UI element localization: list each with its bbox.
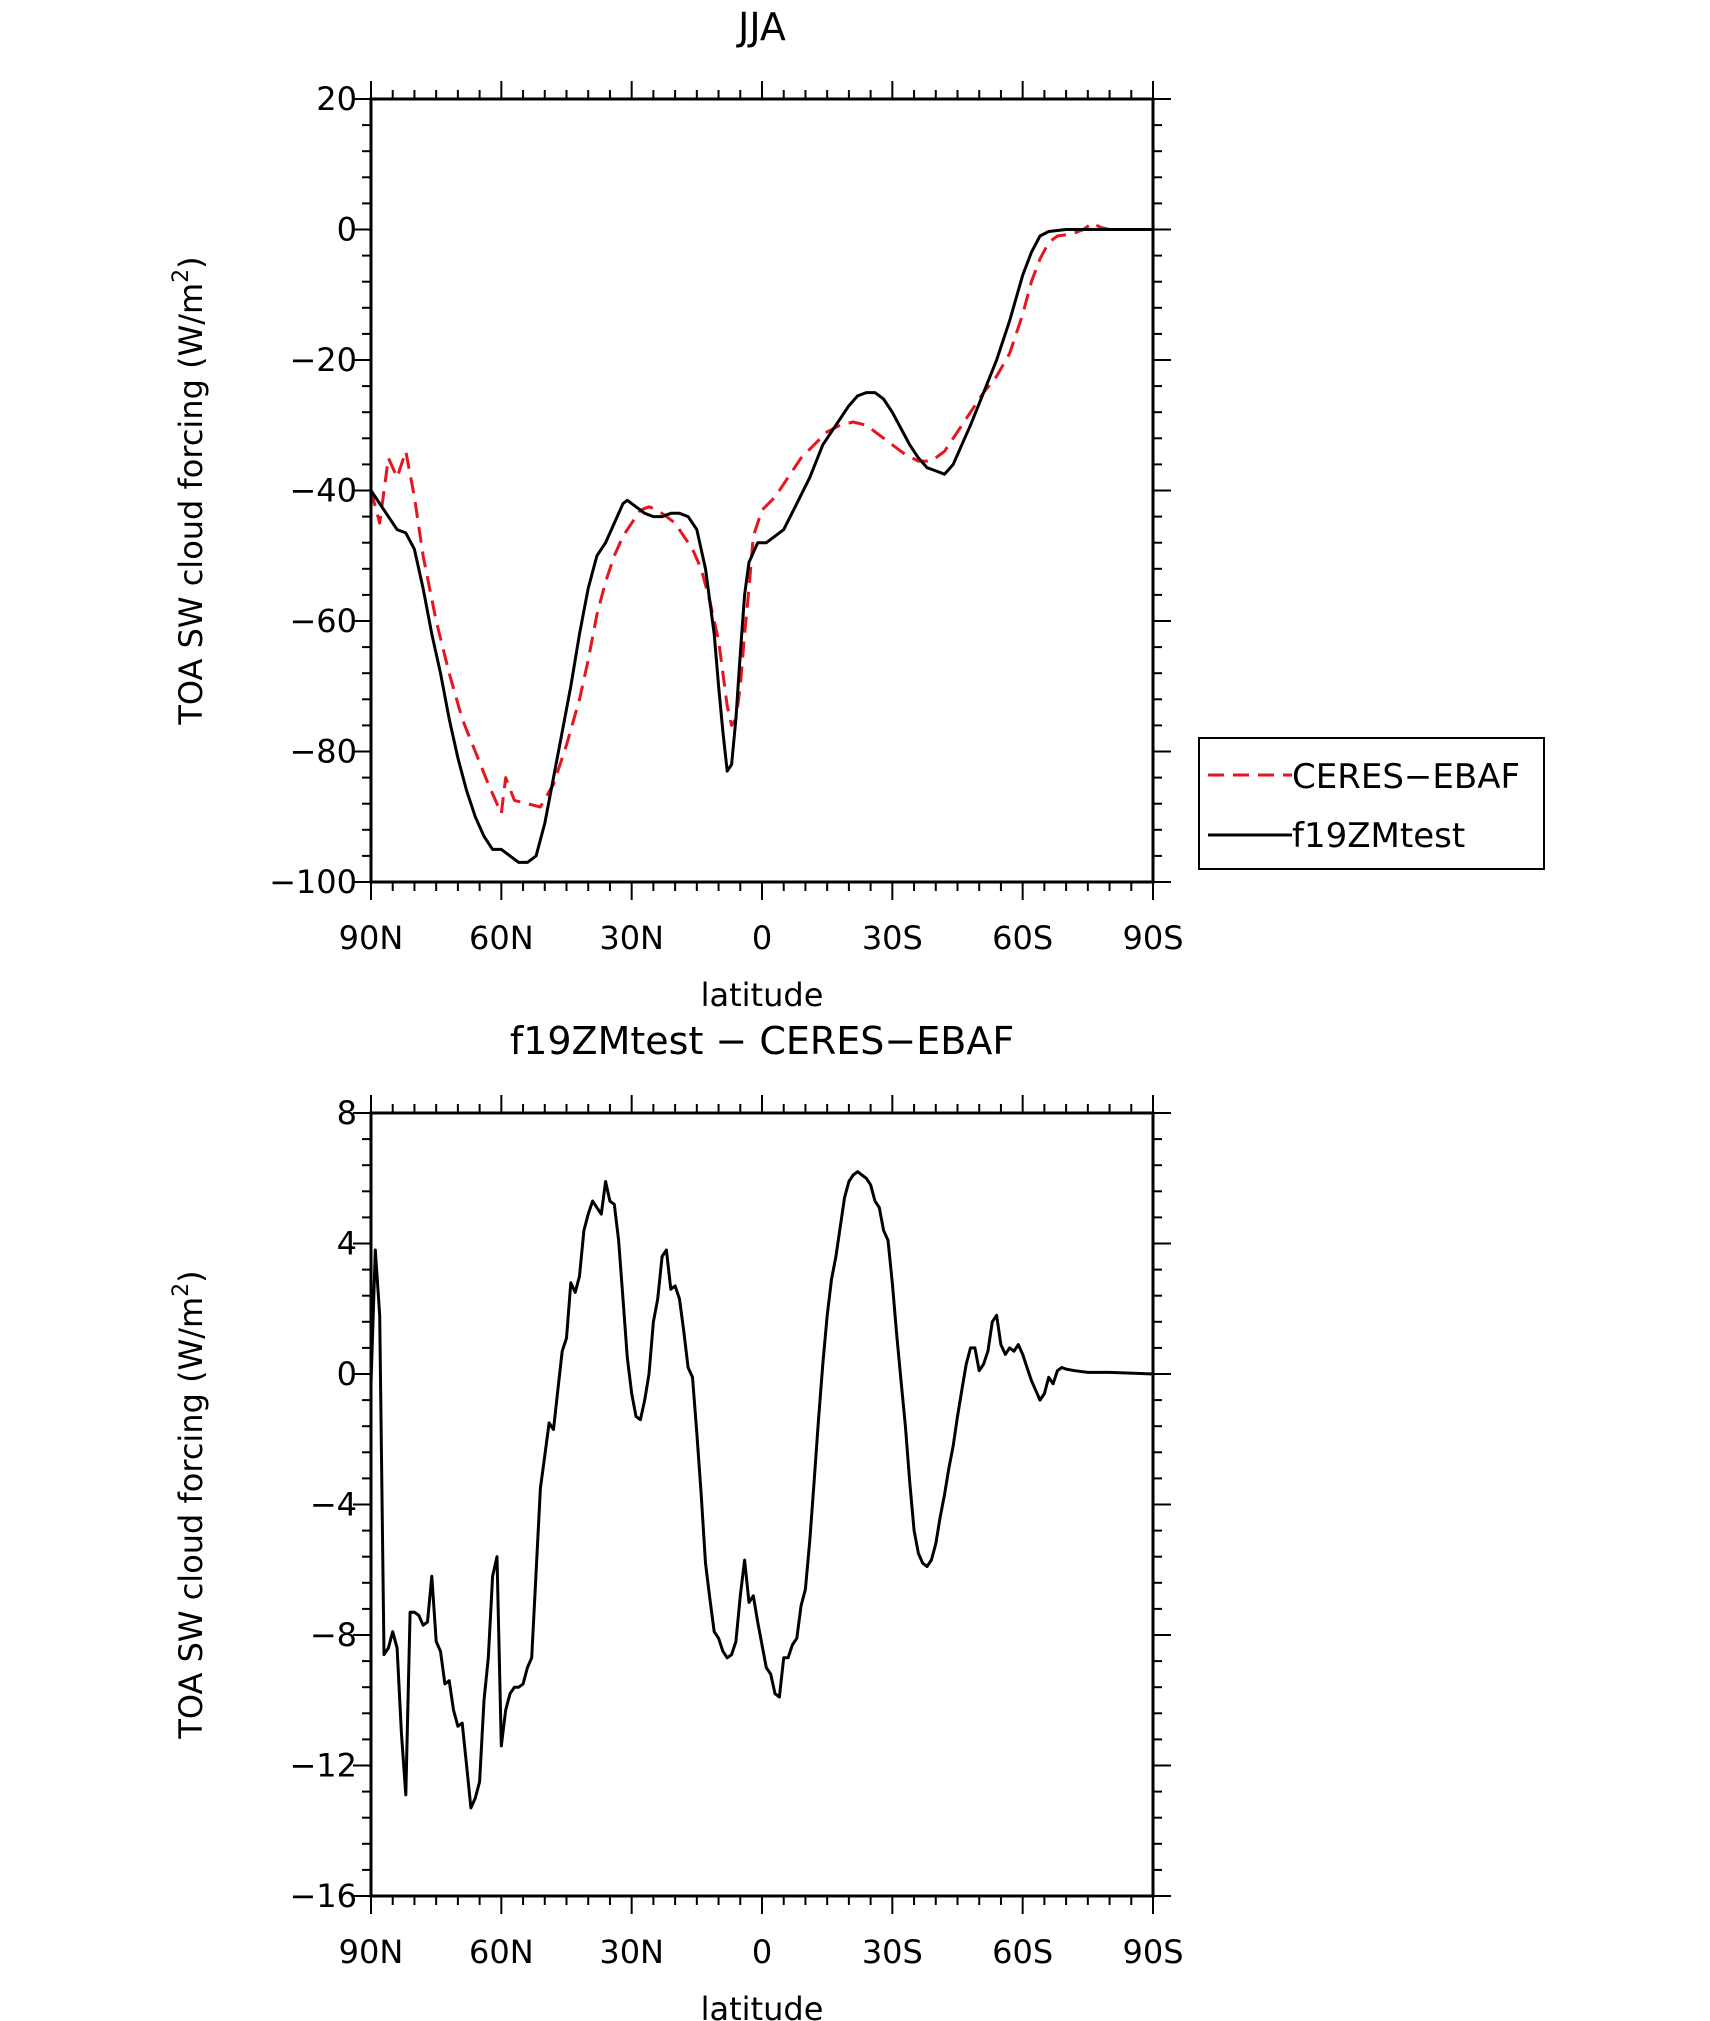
x-tick-label: 30N: [599, 919, 664, 957]
x-tick-label: 0: [752, 1933, 772, 1971]
x-tick-label: 90S: [1122, 919, 1183, 957]
axis-ticks: [353, 81, 1171, 900]
y-tick-label: −20: [289, 341, 357, 379]
plot-frame: [369, 1111, 1155, 1898]
plot-frame: [369, 97, 1155, 884]
bottom-panel-difference: f19ZMtest − CERES−EBAF 90N 60N 30N 0 30S 60S 9…: [169, 1019, 1184, 2021]
x-tick-label: 90N: [339, 919, 404, 957]
series-line-0: [369, 1170, 1154, 1810]
legend-label-model: f19ZMtest: [1292, 816, 1465, 856]
series-line-0: [369, 221, 1153, 815]
legend-box: [1198, 737, 1545, 870]
x-tick-label: 30S: [862, 1933, 923, 1971]
x-tick-label: 0: [752, 919, 772, 957]
y-tick-label: 4: [337, 1225, 357, 1263]
y-tick-label: 0: [337, 211, 357, 249]
x-tick-label: 60S: [992, 1933, 1053, 1971]
y-tick-labels: 8 4 0 −4 −8 −12 −16: [289, 1094, 357, 1915]
x-tick-label: 30N: [599, 1933, 664, 1971]
y-tick-label: 20: [316, 80, 357, 118]
y-tick-label: −4: [310, 1486, 357, 1524]
top-panel-jja: JJA 90N 60N 30N 0 30S 60S 90S 20 0 −20 −40 −60 −80 −…: [169, 5, 1545, 1014]
y-axis-label: TOA SW cloud forcing (W/m2): [169, 1270, 210, 1739]
y-tick-label: −16: [289, 1877, 357, 1915]
y-tick-label: −12: [289, 1747, 357, 1785]
x-axis-label: latitude: [701, 1990, 824, 2021]
chart-title: f19ZMtest − CERES−EBAF: [510, 1019, 1014, 1063]
chart-title: JJA: [736, 5, 786, 49]
y-tick-label: −60: [289, 602, 357, 640]
y-tick-label: −40: [289, 472, 357, 510]
legend-label-ceres: CERES−EBAF: [1292, 757, 1520, 797]
y-tick-label: −8: [310, 1616, 357, 1654]
y-tick-label: −100: [269, 863, 357, 901]
x-tick-label: 60N: [469, 919, 534, 957]
x-tick-label: 90N: [339, 1933, 404, 1971]
y-tick-label: 0: [337, 1355, 357, 1393]
y-tick-label: 8: [337, 1094, 357, 1132]
x-axis-label: latitude: [701, 976, 824, 1014]
series-lines: [369, 221, 1153, 864]
x-tick-label: 60S: [992, 919, 1053, 957]
y-axis-label: TOA SW cloud forcing (W/m2): [169, 256, 210, 725]
series-line-1: [369, 228, 1153, 864]
x-tick-label: 60N: [469, 1933, 534, 1971]
x-tick-labels: 90N 60N 30N 0 30S 60S 90S: [339, 1933, 1184, 1971]
legend: CERES−EBAF f19ZMtest: [1198, 737, 1545, 870]
series-lines: [369, 1170, 1154, 1810]
x-tick-labels: 90N 60N 30N 0 30S 60S 90S: [339, 919, 1184, 957]
x-tick-label: 90S: [1122, 1933, 1183, 1971]
y-tick-label: −80: [289, 733, 357, 771]
y-tick-labels: 20 0 −20 −40 −60 −80 −100: [269, 80, 357, 901]
x-tick-label: 30S: [862, 919, 923, 957]
